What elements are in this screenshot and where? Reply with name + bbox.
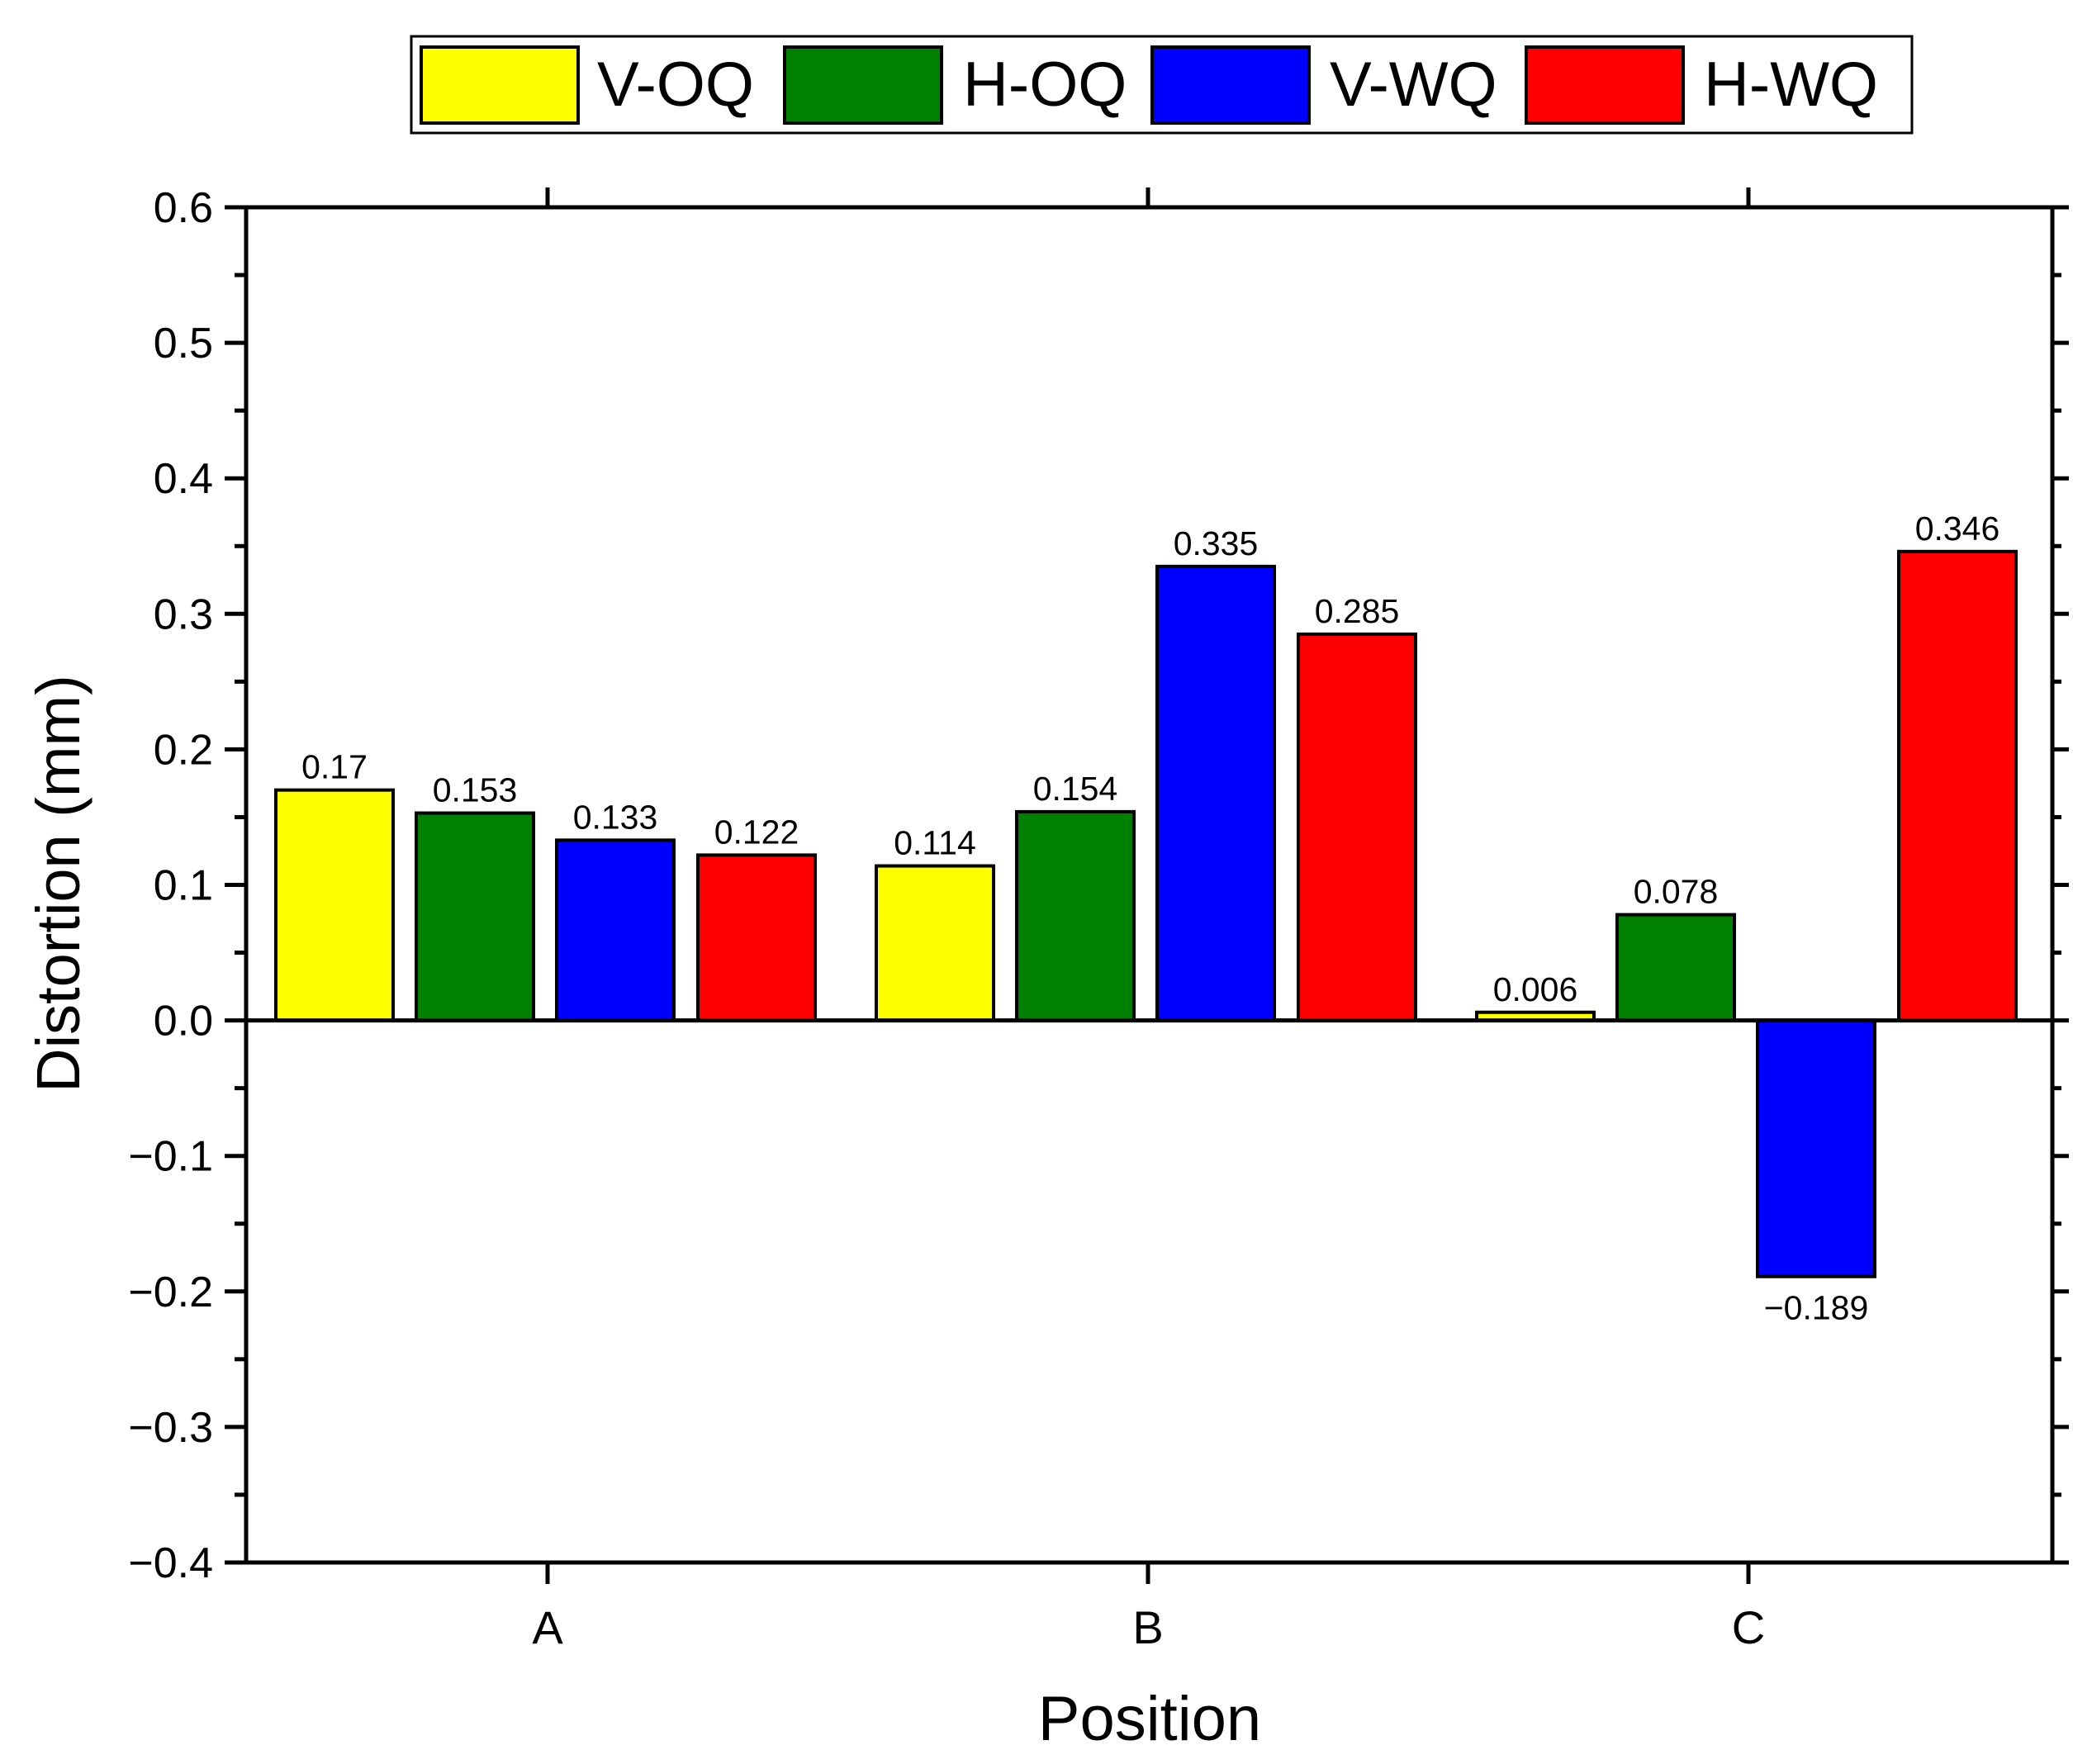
x-tick-label: B xyxy=(1132,1601,1163,1653)
bar-v-oq-a xyxy=(274,788,395,1022)
legend-swatch-h-wq xyxy=(1525,45,1685,125)
x-axis-ticks: A B C xyxy=(532,187,1765,1653)
y-tick-label: −0.4 xyxy=(128,1539,213,1587)
legend-label-h-oq: H-OQ xyxy=(963,50,1127,120)
data-label: 0.17 xyxy=(301,748,368,786)
bar-v-oq-b xyxy=(875,864,995,1022)
data-label: 0.154 xyxy=(1033,770,1118,808)
data-label: 0.346 xyxy=(1915,510,2000,548)
y-tick-label: −0.1 xyxy=(128,1133,213,1181)
y-tick-label: 0.5 xyxy=(154,320,213,368)
data-label: 0.285 xyxy=(1315,592,1400,630)
bar-v-wq-b xyxy=(1155,564,1276,1022)
y-tick-label: −0.2 xyxy=(128,1268,213,1316)
bar-h-wq-b xyxy=(1297,632,1417,1022)
legend-swatch-v-oq xyxy=(420,45,580,125)
y-tick-label: 0.6 xyxy=(154,184,213,232)
y-axis-ticks: 0.6 0.5 0.4 0.3 0.2 0.1 0.0 −0.1 −0.2 −0.3 −0.4 xyxy=(128,184,2069,1587)
y-tick-label: 0.2 xyxy=(154,726,213,774)
bar-h-oq-c xyxy=(1615,913,1736,1022)
bars-layer: 0.17 0.114 0.006 0.153 0.154 0.078 0.133 0.335 −… xyxy=(274,510,2018,1327)
bar-v-wq-c xyxy=(1756,1018,1876,1278)
y-tick-label: 0.3 xyxy=(154,590,213,638)
legend-label-h-wq: H-WQ xyxy=(1704,50,1878,120)
bar-h-oq-a xyxy=(415,811,535,1022)
x-tick-label: A xyxy=(532,1601,563,1653)
data-label: 0.122 xyxy=(714,813,799,851)
legend-swatch-v-wq xyxy=(1150,45,1311,125)
data-label: 0.335 xyxy=(1174,524,1259,562)
data-label: 0.078 xyxy=(1634,873,1719,911)
bar-h-wq-a xyxy=(696,853,817,1022)
y-tick-label: 0.4 xyxy=(154,455,213,503)
data-label: 0.114 xyxy=(894,824,976,862)
bar-v-wq-a xyxy=(555,838,676,1022)
data-label: 0.006 xyxy=(1493,970,1578,1008)
data-label: 0.153 xyxy=(433,771,518,809)
x-axis-title: Position xyxy=(1038,1684,1261,1754)
legend-swatch-h-oq xyxy=(783,45,943,125)
legend: V-OQ H-OQ V-WQ H-WQ xyxy=(410,35,1914,135)
data-label: 0.133 xyxy=(573,798,658,836)
y-tick-label: 0.1 xyxy=(154,862,213,910)
y-tick-label: −0.3 xyxy=(128,1404,213,1452)
y-tick-label: 0.0 xyxy=(154,998,213,1046)
y-axis-title: Distortion (mm) xyxy=(24,675,93,1093)
bar-h-oq-b xyxy=(1015,809,1136,1022)
bar-h-wq-c xyxy=(1897,549,2018,1022)
data-label: −0.189 xyxy=(1764,1289,1869,1327)
x-tick-label: C xyxy=(1732,1601,1765,1653)
legend-label-v-wq: V-WQ xyxy=(1330,50,1497,120)
legend-label-v-oq: V-OQ xyxy=(597,50,754,120)
